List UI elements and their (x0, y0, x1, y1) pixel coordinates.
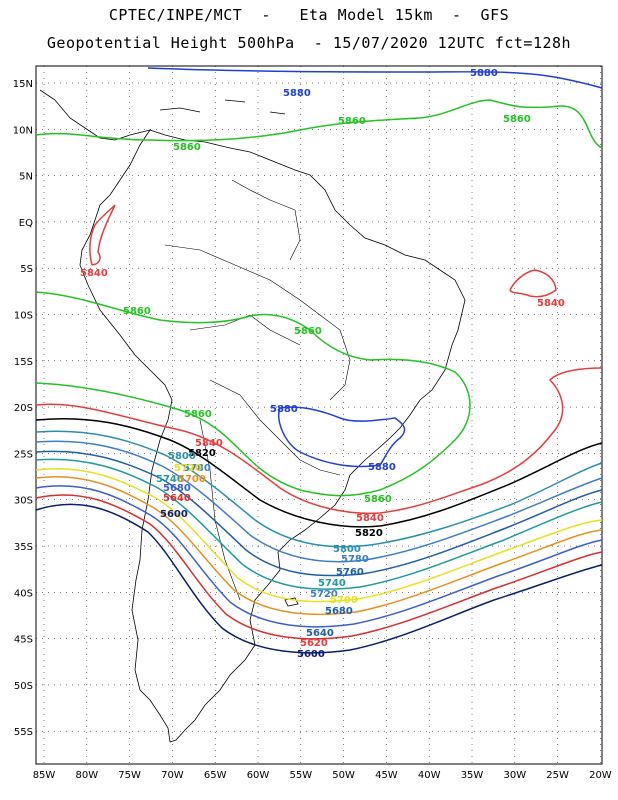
lat-label: 20S (14, 403, 33, 414)
lon-label: 60W (247, 770, 270, 781)
label-5640-south: 5640 (306, 628, 334, 639)
label-5880-north: 5880 (283, 88, 311, 99)
lon-label: 50W (332, 770, 355, 781)
label-5700-south: 5700 (330, 595, 358, 606)
lon-label: 25W (546, 770, 569, 781)
lon-label: 30W (503, 770, 526, 781)
lat-label: 5S (20, 264, 33, 275)
contour-5680 (35, 485, 603, 628)
label-5600-south: 5600 (297, 649, 325, 660)
contour-5640 (35, 494, 603, 640)
borders-interior (164, 179, 351, 601)
contour-5880-top (147, 67, 603, 89)
lon-label: 55W (289, 770, 312, 781)
contour-5700 (35, 476, 603, 616)
lon-label: 75W (118, 770, 141, 781)
label-5880-brazil-south: 5880 (368, 462, 396, 473)
label-5860-southwest: 5860 (184, 409, 212, 420)
central-america-outline (39, 89, 151, 141)
label-5800-south: 5800 (333, 544, 361, 555)
lon-label: 70W (161, 770, 184, 781)
lat-label: 10S (14, 311, 33, 322)
label-5640-west: 5640 (163, 493, 191, 504)
contour-5840-atlantic (509, 269, 557, 298)
lat-label: EQ (19, 218, 33, 229)
label-5820-west: 5820 (188, 448, 216, 459)
label-5740-south: 5740 (318, 578, 346, 589)
lon-label: 40W (418, 770, 441, 781)
lat-label: 35S (14, 542, 33, 553)
label-5860-top-mid: 5860 (338, 116, 366, 127)
label-5880-top: 5880 (470, 68, 498, 79)
label-5860-south: 5860 (364, 494, 392, 505)
lat-label: 15N (13, 79, 33, 90)
contour-5860-top (35, 99, 603, 149)
contour-5780 (35, 440, 603, 563)
caribbean-islands (159, 99, 286, 115)
lat-label: 40S (14, 588, 33, 599)
label-5840-west: 5840 (195, 438, 223, 449)
label-5700-west: 5700 (178, 474, 206, 485)
label-5680-south: 5680 (325, 606, 353, 617)
label-5680-west: 5680 (163, 483, 191, 494)
lat-label: 30S (14, 496, 33, 507)
lon-label: 35W (461, 770, 484, 781)
lat-label: 15S (14, 357, 33, 368)
label-5800-west: 5800 (168, 451, 196, 462)
label-5860-mid-center: 5860 (294, 326, 322, 337)
lon-label: 85W (33, 770, 56, 781)
label-5860-top-right: 5860 (503, 114, 531, 125)
lon-label: 80W (75, 770, 98, 781)
falklands (284, 597, 299, 607)
label-5740-west: 5740 (156, 474, 184, 485)
contour-5740 (35, 458, 603, 590)
lon-label: 45W (375, 770, 398, 781)
lat-label: 50S (14, 681, 33, 692)
contour-5800 (35, 430, 603, 548)
label-5620-south: 5620 (300, 638, 328, 649)
lat-label: 45S (14, 635, 33, 646)
label-5880-brazil: 5880 (270, 404, 298, 415)
coastlines (39, 89, 466, 743)
label-5860-mid-west: 5860 (123, 306, 151, 317)
lat-label: 10N (13, 125, 33, 136)
label-5720-south: 5720 (310, 589, 338, 600)
longitude-labels: 85W 80W 75W 70W 65W 60W 55W 50W 45W 40W 35W 30W 25W 2… (33, 770, 612, 781)
latitude-labels: 15N 10N 5N EQ 5S 10S 15S 20S 25S 30S 35S 40S 45S 50S 5… (13, 79, 33, 738)
graticule (36, 66, 602, 764)
lat-label: 55S (14, 727, 33, 738)
contour-5760 (35, 450, 603, 577)
contour-5600 (35, 503, 603, 654)
contour-value-labels: 5880 5880 5860 5860 5860 5840 5840 5860 … (80, 68, 565, 660)
label-5720-west: 5720 (174, 463, 202, 474)
contour-5720 (35, 467, 603, 603)
contours (35, 67, 603, 654)
label-5600-west: 5600 (160, 509, 188, 520)
label-5760-south: 5760 (336, 567, 364, 578)
south-america-outline (79, 129, 466, 743)
contour-5880-brazil (278, 406, 406, 468)
lon-label: 20W (589, 770, 612, 781)
lon-label: 65W (204, 770, 227, 781)
lat-label: 25S (14, 449, 33, 460)
contour-5860-mid (35, 291, 471, 497)
contour-5820 (35, 417, 603, 528)
contour-5840-peru (89, 204, 116, 266)
label-5780-west: 5780 (183, 463, 211, 474)
label-5840-peru: 5840 (80, 268, 108, 279)
label-5840-south: 5840 (356, 513, 384, 524)
lat-label: 5N (19, 172, 33, 183)
label-5860-northwest: 5860 (173, 142, 201, 153)
label-5840-atlantic: 5840 (537, 298, 565, 309)
map-title-line1: CPTEC/INPE/MCT - Eta Model 15km - GFS (108, 6, 510, 24)
label-5820-south: 5820 (355, 528, 383, 539)
label-5780-south: 5780 (341, 554, 369, 565)
map-title-line2: Geopotential Height 500hPa - 15/07/2020 … (46, 34, 572, 52)
contour-5840-main (35, 367, 603, 515)
map-frame (35, 65, 603, 765)
